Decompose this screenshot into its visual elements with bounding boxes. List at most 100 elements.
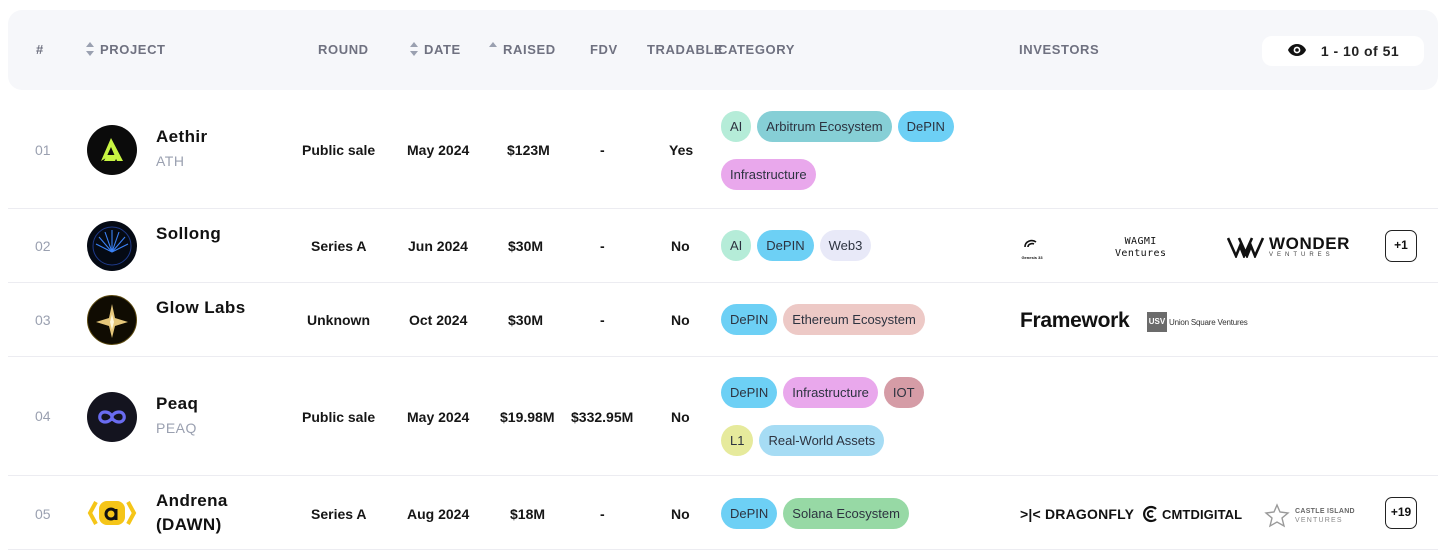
col-project[interactable]: PROJECT	[86, 10, 166, 90]
tag-ai[interactable]: AI	[721, 111, 752, 142]
pagination-label: 1 - 10 of 51	[1320, 43, 1400, 59]
investor-wagmi-sub: Ventures	[1115, 248, 1167, 259]
investor-union-square-ventures[interactable]: USV Union Square Ventures	[1147, 312, 1248, 332]
fdv-value: -	[600, 142, 605, 158]
raised-value: $30M	[508, 238, 544, 254]
investor-wonder-ventures[interactable]: WONDER VENTURES	[1227, 235, 1350, 259]
col-date[interactable]: DATE	[410, 10, 461, 90]
tag-solana-ecosystem[interactable]: Solana Ecosystem	[783, 498, 909, 529]
col-project-label: PROJECT	[100, 42, 166, 57]
col-fdv[interactable]: FDV	[590, 42, 618, 57]
date-value: Jun 2024	[408, 238, 468, 254]
col-category[interactable]: CATEGORY	[718, 42, 796, 57]
category-tags: DePIN Infrastructure IOT L1 Real-World A…	[721, 377, 961, 456]
col-number: #	[36, 42, 44, 57]
date-value: May 2024	[407, 409, 470, 425]
usv-mark: USV	[1147, 312, 1167, 332]
investor-framework[interactable]: Framework	[1020, 309, 1130, 332]
table-row[interactable]: 05 Andrena (DAWN) Series A Aug 2024 $18M…	[8, 476, 1438, 550]
fdv-value: $332.95M	[571, 409, 634, 425]
more-investors-button[interactable]: +1	[1385, 230, 1417, 262]
category-tags: AI DePIN Web3	[721, 230, 961, 261]
fdv-value: -	[600, 238, 605, 254]
tag-infrastructure[interactable]: Infrastructure	[721, 159, 816, 190]
date-value: May 2024	[407, 142, 470, 158]
category-tags: DePIN Ethereum Ecosystem	[721, 304, 961, 335]
row-number: 02	[35, 238, 51, 254]
raised-value: $18M	[510, 506, 546, 522]
date-value: Oct 2024	[409, 312, 468, 328]
project-name[interactable]: Peaq	[156, 394, 199, 413]
investor-dragonfly[interactable]: >|< DRAGONFLY	[1020, 506, 1135, 522]
investor-genesis[interactable]: Genesis 33	[1020, 237, 1044, 260]
col-tradable[interactable]: TRADABLE	[647, 42, 724, 57]
tag-ai[interactable]: AI	[721, 230, 752, 261]
tag-infrastructure[interactable]: Infrastructure	[783, 377, 878, 408]
sort-icon[interactable]	[86, 41, 94, 56]
wonder-mark-icon	[1227, 237, 1265, 258]
tag-depin[interactable]: DePIN	[721, 377, 778, 408]
tag-depin[interactable]: DePIN	[721, 304, 778, 335]
tag-arbitrum-ecosystem[interactable]: Arbitrum Ecosystem	[757, 111, 892, 142]
raised-value: $30M	[508, 312, 544, 328]
pagination[interactable]: 1 - 10 of 51	[1262, 36, 1424, 66]
cmt-mark-icon	[1143, 505, 1157, 523]
sollong-logo	[87, 221, 137, 271]
col-raised[interactable]: RAISED	[489, 10, 556, 90]
usv-label: Union Square Ventures	[1169, 317, 1248, 327]
andrena-logo	[87, 488, 137, 538]
col-raised-label: RAISED	[503, 42, 556, 57]
project-symbol: ATH	[156, 153, 185, 169]
row-number: 03	[35, 312, 51, 328]
sort-ascending-icon[interactable]	[489, 41, 497, 56]
castle-island-mark-icon	[1264, 503, 1290, 528]
fdv-value: -	[600, 506, 605, 522]
date-value: Aug 2024	[407, 506, 470, 522]
project-name[interactable]: Aethir	[156, 127, 208, 146]
project-name-ticker: (DAWN)	[156, 515, 222, 534]
tag-depin[interactable]: DePIN	[897, 111, 954, 142]
raised-value: $19.98M	[500, 409, 555, 425]
project-name[interactable]: Sollong	[156, 224, 222, 243]
genesis-mark-icon	[1024, 239, 1037, 248]
round-value: Public sale	[302, 142, 376, 158]
investor-wonder-sub: VENTURES	[1269, 252, 1334, 258]
peaq-logo	[87, 392, 137, 442]
table-row[interactable]: 03 Glow Labs Unknown Oct 2024 $30M - No …	[8, 283, 1438, 357]
investor-wonder-label: WONDER	[1269, 234, 1351, 253]
glow-labs-logo	[87, 295, 137, 345]
project-name[interactable]: Andrena	[156, 491, 228, 510]
tag-ethereum-ecosystem[interactable]: Ethereum Ecosystem	[783, 304, 925, 335]
round-value: Series A	[311, 506, 367, 522]
tag-l1[interactable]: L1	[721, 425, 754, 456]
investor-castle-sub: VENTURES	[1295, 517, 1343, 524]
investor-castle-island[interactable]: CASTLE ISLAND VENTURES	[1264, 503, 1355, 529]
raised-value: $123M	[507, 142, 550, 158]
investor-wagmi-ventures[interactable]: WAGMI Ventures	[1115, 236, 1166, 260]
category-tags: DePIN Solana Ecosystem	[721, 498, 961, 529]
tag-real-world-assets[interactable]: Real-World Assets	[759, 425, 885, 456]
col-round[interactable]: ROUND	[318, 42, 369, 57]
tag-depin[interactable]: DePIN	[757, 230, 814, 261]
tag-iot[interactable]: IOT	[883, 377, 924, 408]
tag-web3[interactable]: Web3	[819, 230, 872, 261]
row-number: 04	[35, 408, 51, 424]
table-row[interactable]: 02 Sollong Series A Jun 2024 $30M - No A…	[8, 209, 1438, 283]
table-row[interactable]: 01 Aethir ATH Public sale May 2024 $123M…	[8, 91, 1438, 209]
category-tags: AI Arbitrum Ecosystem DePIN Infrastructu…	[721, 111, 961, 190]
tradable-value: No	[671, 506, 690, 522]
tradable-value: No	[671, 238, 690, 254]
sort-icon[interactable]	[410, 41, 418, 56]
project-name[interactable]: Glow Labs	[156, 298, 246, 317]
tag-depin[interactable]: DePIN	[721, 498, 778, 529]
fdv-value: -	[600, 312, 605, 328]
investor-castle-label: CASTLE ISLAND	[1295, 508, 1355, 515]
investor-cmt-digital[interactable]: CMTDIGITAL	[1142, 505, 1242, 523]
row-number: 05	[35, 506, 51, 522]
table-row[interactable]: 04 Peaq PEAQ Public sale May 2024 $19.98…	[8, 357, 1438, 476]
more-investors-button[interactable]: +19	[1385, 497, 1417, 529]
tradable-value: No	[671, 312, 690, 328]
round-value: Public sale	[302, 409, 376, 425]
eye-icon[interactable]	[1287, 43, 1307, 60]
tradable-value: No	[671, 409, 690, 425]
